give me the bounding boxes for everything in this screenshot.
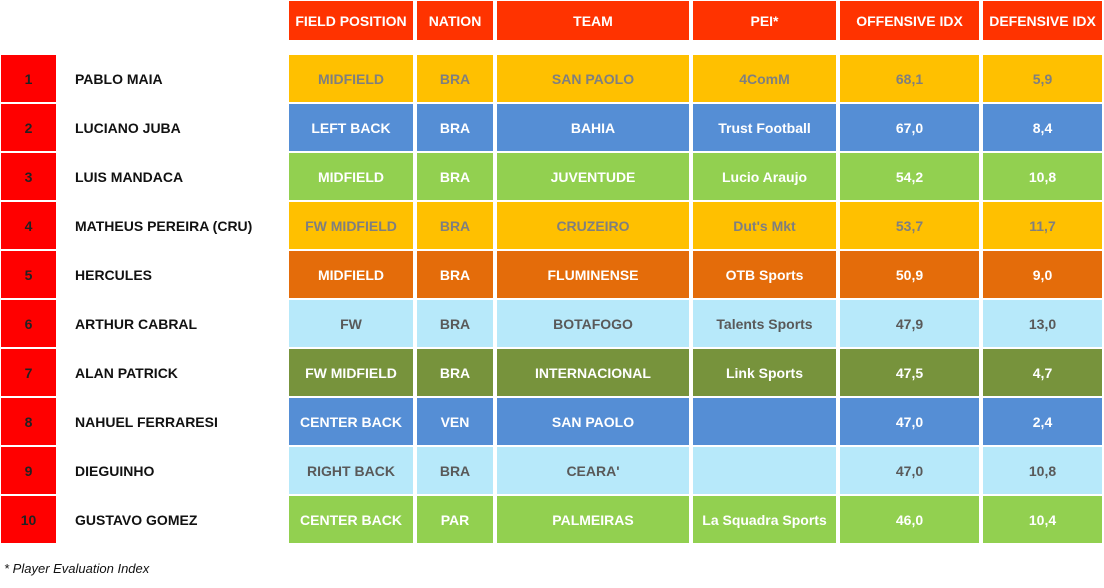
offensive-idx-cell: 47,0 (840, 398, 979, 445)
position-cell: CENTER BACK (289, 496, 413, 543)
defensive-idx-cell: 10,8 (983, 153, 1102, 200)
pei-cell: La Squadra Sports (693, 496, 836, 543)
position-cell: FW (289, 300, 413, 347)
offensive-idx-cell: 67,0 (840, 104, 979, 151)
rank-badge: 3 (1, 153, 56, 200)
player-name: GUSTAVO GOMEZ (75, 511, 198, 528)
player-name: MATHEUS PEREIRA (CRU) (75, 217, 253, 234)
table-row: 2 LUCIANO JUBA LEFT BACK BRA BAHIA Trust Foot… (0, 104, 1104, 151)
pei-cell: OTB Sports (693, 251, 836, 298)
defensive-idx-cell: 9,0 (983, 251, 1102, 298)
pei-cell: Lucio Araujo (693, 153, 836, 200)
team-cell: SAN PAOLO (497, 55, 689, 102)
rank-badge: 4 (1, 202, 56, 249)
header-field-position: FIELD POSITION (289, 1, 413, 40)
position-cell: RIGHT BACK (289, 447, 413, 494)
rank-badge: 10 (1, 496, 56, 543)
team-cell: CRUZEIRO (497, 202, 689, 249)
player-name: NAHUEL FERRARESI (75, 413, 218, 430)
position-cell: MIDFIELD (289, 251, 413, 298)
player-name: HERCULES (75, 266, 153, 283)
position-cell: FW MIDFIELD (289, 349, 413, 396)
table-row: 9 DIEGUINHO RIGHT BACK BRA CEARA' 47,0 10,8 (0, 447, 1104, 494)
rank-badge: 2 (1, 104, 56, 151)
position-cell: MIDFIELD (289, 55, 413, 102)
pei-cell: Link Sports (693, 349, 836, 396)
pei-cell (693, 447, 836, 494)
rank-badge: 9 (1, 447, 56, 494)
defensive-idx-cell: 13,0 (983, 300, 1102, 347)
rank-badge: 8 (1, 398, 56, 445)
defensive-idx-cell: 5,9 (983, 55, 1102, 102)
offensive-idx-cell: 54,2 (840, 153, 979, 200)
nation-cell: VEN (417, 398, 493, 445)
team-cell: BOTAFOGO (497, 300, 689, 347)
defensive-idx-cell: 2,4 (983, 398, 1102, 445)
player-name: LUCIANO JUBA (75, 119, 181, 136)
table-row: 4 MATHEUS PEREIRA (CRU) FW MIDFIELD BRA CRUZ… (0, 202, 1104, 249)
nation-cell: BRA (417, 447, 493, 494)
offensive-idx-cell: 53,7 (840, 202, 979, 249)
pei-cell: Trust Football (693, 104, 836, 151)
footnote: * Player Evaluation Index (4, 561, 150, 576)
header-defensive-idx: DEFENSIVE IDX (983, 1, 1102, 40)
rank-badge: 1 (1, 55, 56, 102)
team-cell: BAHIA (497, 104, 689, 151)
defensive-idx-cell: 10,4 (983, 496, 1102, 543)
table-row: 3 LUIS MANDACA MIDFIELD BRA JUVENTUDE Lucio A… (0, 153, 1104, 200)
header-nation: NATION (417, 1, 493, 40)
defensive-idx-cell: 11,7 (983, 202, 1102, 249)
defensive-idx-cell: 8,4 (983, 104, 1102, 151)
nation-cell: BRA (417, 153, 493, 200)
offensive-idx-cell: 50,9 (840, 251, 979, 298)
table-row: 1 PABLO MAIA MIDFIELD BRA SAN PAOLO 4ComM 68,1… (0, 55, 1104, 102)
table-row: 6 ARTHUR CABRAL FW BRA BOTAFOGO Talents Sport… (0, 300, 1104, 347)
defensive-idx-cell: 4,7 (983, 349, 1102, 396)
nation-cell: BRA (417, 300, 493, 347)
position-cell: CENTER BACK (289, 398, 413, 445)
position-cell: LEFT BACK (289, 104, 413, 151)
team-cell: FLUMINENSE (497, 251, 689, 298)
table-row: 5 HERCULES MIDFIELD BRA FLUMINENSE OTB Sports… (0, 251, 1104, 298)
player-name: ALAN PATRICK (75, 364, 178, 381)
player-name: PABLO MAIA (75, 70, 163, 87)
header-team: TEAM (497, 1, 689, 40)
pei-cell (693, 398, 836, 445)
table-row: 10 GUSTAVO GOMEZ CENTER BACK PAR PALMEIRAS La… (0, 496, 1104, 543)
pei-cell: Dut's Mkt (693, 202, 836, 249)
position-cell: FW MIDFIELD (289, 202, 413, 249)
team-cell: INTERNACIONAL (497, 349, 689, 396)
offensive-idx-cell: 68,1 (840, 55, 979, 102)
player-name: ARTHUR CABRAL (75, 315, 198, 332)
rank-badge: 7 (1, 349, 56, 396)
nation-cell: BRA (417, 202, 493, 249)
team-cell: JUVENTUDE (497, 153, 689, 200)
nation-cell: BRA (417, 251, 493, 298)
pei-cell: Talents Sports (693, 300, 836, 347)
header-offensive-idx: OFFENSIVE IDX (840, 1, 979, 40)
team-cell: CEARA' (497, 447, 689, 494)
offensive-idx-cell: 47,0 (840, 447, 979, 494)
table-row: 7 ALAN PATRICK FW MIDFIELD BRA INTERNACIONAL… (0, 349, 1104, 396)
rank-badge: 6 (1, 300, 56, 347)
table-row: 8 NAHUEL FERRARESI CENTER BACK VEN SAN PAOLO… (0, 398, 1104, 445)
header-pei: PEI* (693, 1, 836, 40)
player-name: DIEGUINHO (75, 462, 155, 479)
nation-cell: PAR (417, 496, 493, 543)
nation-cell: BRA (417, 104, 493, 151)
defensive-idx-cell: 10,8 (983, 447, 1102, 494)
offensive-idx-cell: 46,0 (840, 496, 979, 543)
position-cell: MIDFIELD (289, 153, 413, 200)
pei-cell: 4ComM (693, 55, 836, 102)
team-cell: PALMEIRAS (497, 496, 689, 543)
rank-badge: 5 (1, 251, 56, 298)
team-cell: SAN PAOLO (497, 398, 689, 445)
player-name: LUIS MANDACA (75, 168, 184, 185)
offensive-idx-cell: 47,9 (840, 300, 979, 347)
nation-cell: BRA (417, 349, 493, 396)
nation-cell: BRA (417, 55, 493, 102)
offensive-idx-cell: 47,5 (840, 349, 979, 396)
